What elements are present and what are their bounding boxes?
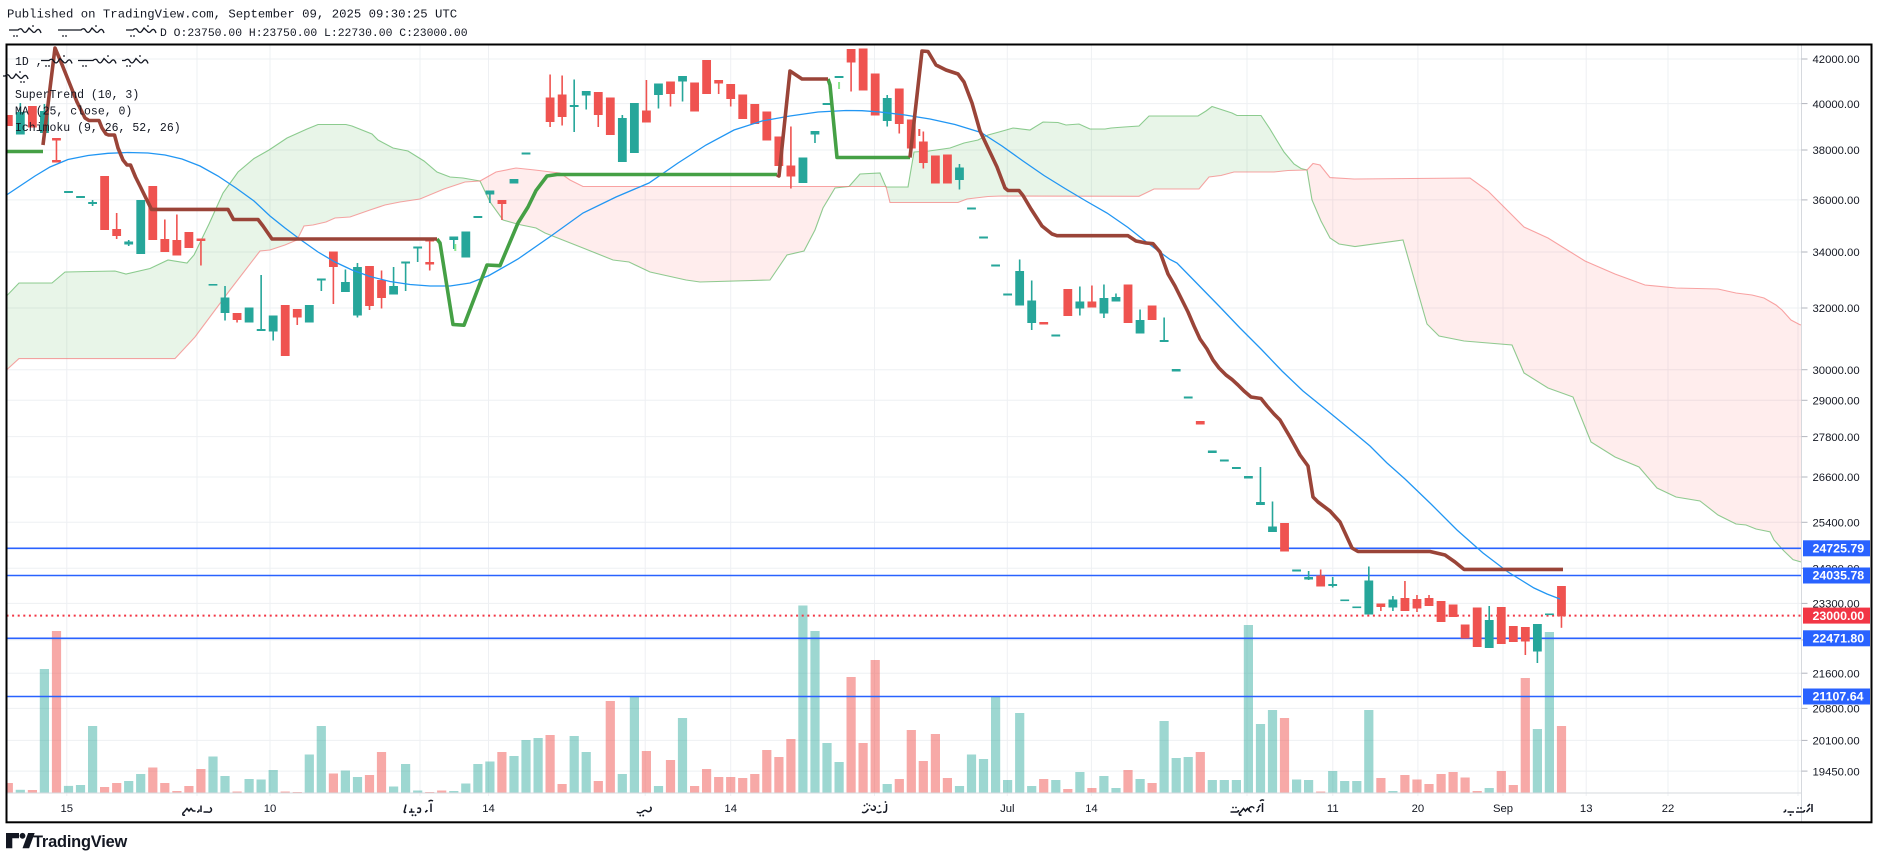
- svg-text:13: 13: [1580, 803, 1593, 815]
- svg-text:MA (25, close, 0): MA (25, close, 0): [15, 106, 132, 119]
- svg-text:SuperTrend (10, 3): SuperTrend (10, 3): [15, 89, 139, 102]
- svg-text:27800.00: 27800.00: [1813, 432, 1860, 444]
- svg-text:40000.00: 40000.00: [1813, 99, 1860, 111]
- svg-text:D O:23750.00 H:23750.00 L:2273: D O:23750.00 H:23750.00 L:22730.00 C:230…: [160, 28, 468, 40]
- svg-text:38000.00: 38000.00: [1813, 145, 1860, 157]
- svg-text:22471.80: 22471.80: [1813, 632, 1865, 646]
- svg-text:22: 22: [1662, 803, 1675, 815]
- svg-text:14: 14: [724, 803, 737, 815]
- svg-text:29000.00: 29000.00: [1813, 396, 1860, 408]
- svg-text:11: 11: [1327, 803, 1339, 815]
- svg-text:20100.00: 20100.00: [1813, 736, 1860, 748]
- svg-text:32000.00: 32000.00: [1813, 303, 1860, 315]
- svg-text:30000.00: 30000.00: [1813, 365, 1860, 377]
- svg-text:Ichimoku (9, 26, 52, 26): Ichimoku (9, 26, 52, 26): [15, 122, 181, 135]
- svg-text:10: 10: [264, 803, 277, 815]
- svg-text:23000.00: 23000.00: [1813, 609, 1865, 623]
- svg-text:Published on TradingView.com,: Published on TradingView.com, September …: [7, 8, 457, 22]
- svg-text:Jul: Jul: [1000, 803, 1014, 815]
- svg-text:26600.00: 26600.00: [1813, 472, 1860, 484]
- svg-text:Sep: Sep: [1493, 803, 1513, 815]
- svg-text:36000.00: 36000.00: [1813, 195, 1860, 207]
- svg-text:20: 20: [1412, 803, 1425, 815]
- svg-text:24035.78: 24035.78: [1813, 569, 1865, 583]
- svg-text:21107.64: 21107.64: [1813, 690, 1864, 704]
- svg-text:25400.00: 25400.00: [1813, 518, 1860, 530]
- svg-text:20800.00: 20800.00: [1813, 704, 1860, 716]
- svg-text:TradingView: TradingView: [33, 833, 127, 851]
- svg-text:21600.00: 21600.00: [1813, 668, 1860, 680]
- svg-text:42000.00: 42000.00: [1813, 54, 1860, 66]
- svg-text:15: 15: [61, 803, 74, 815]
- svg-text:14: 14: [1085, 803, 1098, 815]
- svg-text:24725.79: 24725.79: [1813, 542, 1865, 556]
- svg-text:34000.00: 34000.00: [1813, 247, 1860, 259]
- svg-text:19450.00: 19450.00: [1813, 766, 1860, 778]
- svg-text:14: 14: [482, 803, 495, 815]
- svg-text:1D ,: 1D ,: [15, 56, 43, 69]
